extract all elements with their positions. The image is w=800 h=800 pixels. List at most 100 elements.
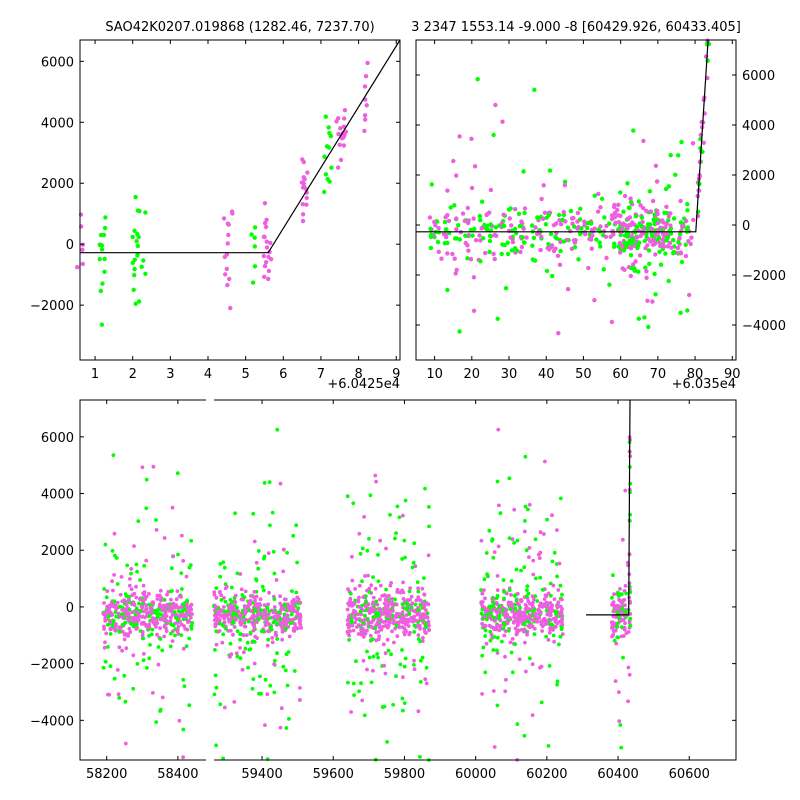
data-point-green: [108, 664, 113, 669]
data-point-magenta: [513, 207, 518, 212]
data-point-green: [150, 627, 155, 632]
data-point-green: [99, 247, 105, 252]
data-point-magenta: [523, 640, 527, 645]
data-point-magenta: [386, 623, 391, 628]
data-point-green: [134, 606, 139, 611]
data-point-magenta: [397, 612, 402, 617]
data-point-green: [556, 212, 562, 218]
data-point-magenta: [493, 102, 498, 108]
data-point-magenta: [495, 623, 500, 628]
data-point-magenta: [412, 658, 416, 663]
data-point-magenta: [164, 629, 169, 633]
data-point-green: [555, 682, 559, 687]
data-point-green: [610, 595, 614, 600]
data-point-green: [491, 604, 496, 609]
data-point-magenta: [117, 625, 122, 629]
data-point-magenta: [483, 596, 487, 601]
data-point-green: [156, 615, 160, 620]
panel-top-left-ticks: 1 2 3 4 5 6 7 8 9 6000 4000 2000 0 −2000: [30, 40, 400, 382]
data-point-magenta: [533, 225, 538, 230]
data-point-green: [490, 538, 494, 543]
data-point-magenta: [363, 117, 368, 122]
data-point-magenta: [232, 700, 237, 704]
data-point-green: [533, 537, 538, 542]
data-point-green: [281, 664, 286, 669]
data-point-green: [145, 666, 149, 670]
data-point-magenta: [350, 611, 355, 616]
data-point-green: [254, 578, 259, 583]
data-point-green: [132, 266, 137, 272]
data-point-magenta: [108, 626, 113, 631]
data-point-magenta: [158, 626, 163, 631]
data-point-magenta: [110, 579, 114, 584]
data-point-green: [175, 471, 180, 476]
data-point-magenta: [284, 617, 289, 622]
data-point-green: [484, 551, 489, 555]
data-point-green: [376, 579, 381, 584]
data-point-green: [621, 209, 626, 214]
data-point-green: [172, 610, 177, 614]
panel-top-left-xtick-label: 9: [392, 367, 400, 382]
data-point-green: [667, 228, 672, 234]
data-point-magenta: [421, 635, 425, 640]
data-point-magenta: [213, 622, 218, 626]
data-point-magenta: [361, 658, 366, 663]
data-point-magenta: [542, 210, 548, 215]
data-point-green: [418, 680, 423, 684]
data-point-green: [157, 612, 162, 616]
data-point-magenta: [255, 636, 259, 640]
data-point-green: [102, 225, 108, 231]
data-point-green: [371, 615, 376, 619]
data-point-green: [519, 568, 523, 573]
data-point-green: [624, 610, 628, 614]
data-point-green: [500, 639, 504, 644]
data-point-green: [615, 610, 620, 615]
panel-top-right: 3 2347 1553.14 -9.000 -8 [60429.926, 604…: [411, 20, 786, 392]
data-point-magenta: [278, 594, 282, 599]
data-point-green: [543, 222, 549, 227]
data-point-green: [616, 590, 620, 595]
data-point-magenta: [264, 618, 269, 623]
data-point-green: [351, 501, 356, 506]
data-point-magenta: [383, 607, 388, 612]
data-point-green: [620, 625, 624, 629]
data-point-magenta: [561, 209, 566, 215]
data-point-green: [176, 609, 181, 613]
data-point-magenta: [378, 597, 382, 602]
data-point-magenta: [535, 616, 540, 621]
data-point-magenta: [615, 606, 620, 611]
data-point-green: [131, 622, 136, 627]
data-point-magenta: [383, 651, 388, 656]
data-point-magenta: [300, 157, 305, 162]
data-point-green: [113, 553, 117, 558]
data-point-magenta: [187, 619, 192, 624]
data-point-magenta: [262, 234, 267, 240]
data-point-magenta: [530, 662, 535, 667]
data-point-magenta: [216, 611, 221, 616]
data-point-green: [271, 620, 276, 625]
data-point-magenta: [620, 600, 625, 604]
data-point-magenta: [144, 606, 149, 611]
data-point-green: [349, 617, 354, 622]
data-point-magenta: [655, 211, 660, 217]
data-point-green: [491, 555, 496, 560]
data-point-magenta: [491, 607, 496, 611]
data-point-magenta: [238, 572, 243, 576]
data-point-magenta: [356, 623, 361, 627]
data-point-green: [611, 573, 615, 578]
data-point-magenta: [617, 240, 622, 246]
data-point-magenta: [217, 590, 222, 595]
data-point-magenta: [170, 612, 175, 617]
data-point-magenta: [465, 205, 470, 211]
data-point-green: [233, 511, 238, 516]
data-point-green: [619, 745, 624, 750]
data-point-magenta: [338, 126, 343, 131]
data-point-magenta: [175, 629, 180, 634]
data-point-magenta: [231, 632, 235, 637]
data-point-magenta: [509, 600, 513, 605]
data-point-green: [520, 235, 525, 240]
data-point-green: [502, 590, 506, 594]
data-point-magenta: [261, 253, 266, 259]
data-point-green: [547, 168, 553, 173]
data-point-green: [412, 541, 417, 546]
